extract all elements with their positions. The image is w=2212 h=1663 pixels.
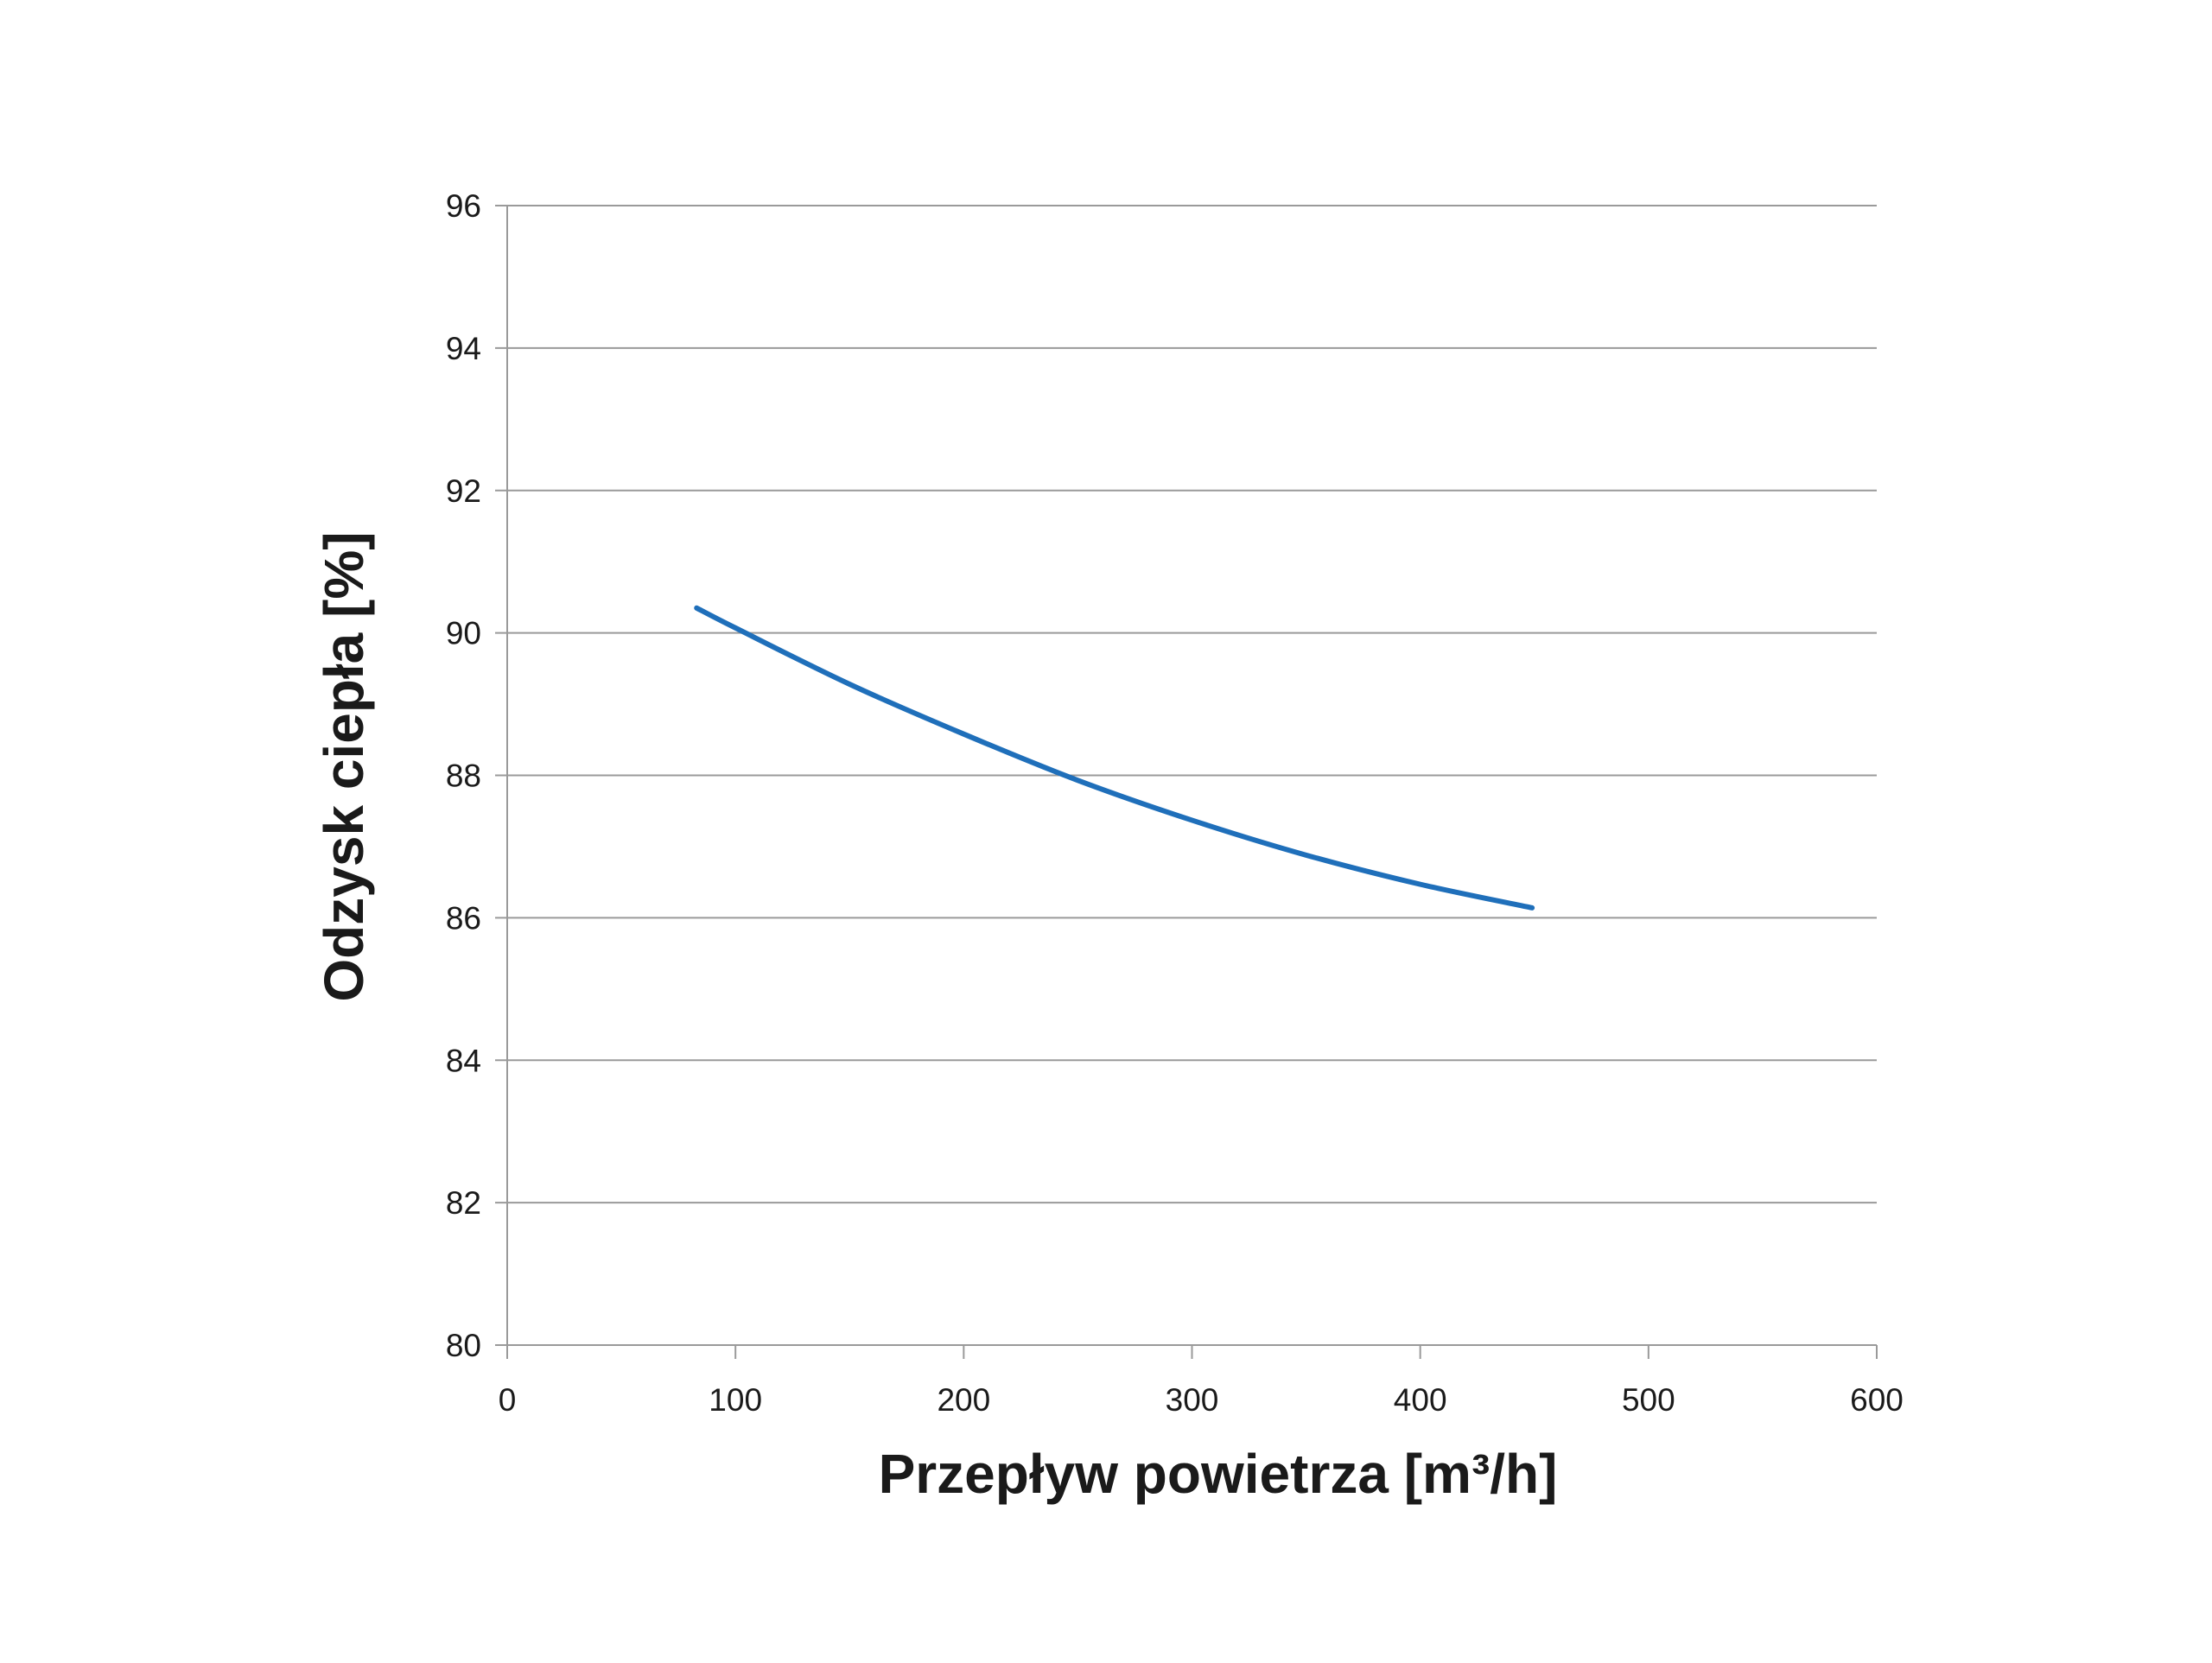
x-tick-label: 400 (1394, 1382, 1447, 1418)
x-tick-label: 200 (937, 1382, 990, 1418)
x-tick-label: 500 (1622, 1382, 1675, 1418)
x-tick-label: 600 (1850, 1382, 1904, 1418)
x-tick-label: 0 (499, 1382, 517, 1418)
gridlines (495, 205, 1877, 1346)
y-tick-label: 88 (446, 759, 481, 794)
y-tick-label: 92 (446, 473, 481, 509)
tick-labels: 80 82 84 86 88 90 92 94 96 0 100 200 300 400 500 600 (446, 188, 1904, 1418)
y-tick-label: 96 (446, 188, 481, 224)
y-tick-label: 82 (446, 1185, 481, 1221)
series-lines (694, 605, 1535, 911)
y-tick-label: 94 (446, 331, 481, 366)
y-tick-label: 80 (446, 1328, 481, 1363)
x-tick-label: 100 (709, 1382, 762, 1418)
series-line (694, 605, 1535, 911)
x-axis-title: Przepływ powietrza [m³/h] (879, 1443, 1558, 1505)
y-tick-label: 90 (446, 616, 481, 651)
axes (506, 206, 1878, 1359)
y-tick-label: 86 (446, 900, 481, 936)
y-axis-title: Odzysk ciepła [%] (313, 531, 375, 1001)
y-tick-label: 84 (446, 1043, 481, 1078)
x-tick-label: 300 (1166, 1382, 1219, 1418)
